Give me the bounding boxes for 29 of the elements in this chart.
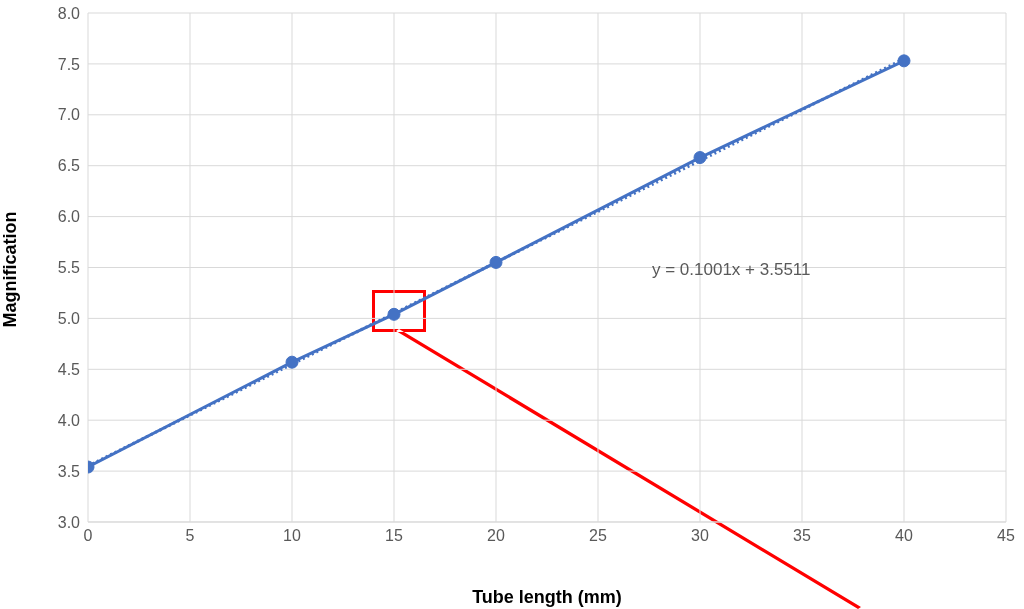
y-tick-label: 3.0: [57, 513, 81, 531]
x-tick-label: 15: [385, 527, 403, 545]
y-tick-label: 7.0: [57, 106, 81, 124]
y-tick-label: 6.5: [57, 157, 81, 175]
y-tick-label: 6.0: [57, 208, 81, 226]
y-tick-label: 4.0: [57, 411, 81, 429]
y-tick-label: 4.5: [57, 360, 81, 378]
y-tick-label: 3.5: [57, 462, 81, 480]
y-tick-label: 5.0: [57, 310, 81, 328]
x-tick-label: 40: [895, 527, 913, 545]
x-tick-label: 5: [185, 527, 195, 545]
point: [285, 355, 299, 369]
x-tick-label: 20: [487, 527, 505, 545]
y-tick-label: 5.5: [57, 259, 81, 277]
x-tick-label: 25: [589, 527, 607, 545]
x-tick-label: 45: [997, 527, 1015, 545]
annotation: y = 0.1001x + 3.5511: [652, 260, 811, 280]
y-tick-label: 8.0: [57, 4, 81, 22]
point: [693, 151, 707, 165]
x-axis-title: Tube length (mm): [472, 587, 622, 607]
point: [489, 255, 503, 269]
point: [387, 307, 401, 321]
point: [897, 54, 911, 68]
x-tick-label: 35: [793, 527, 811, 545]
x-tick-label: 30: [691, 527, 709, 545]
y-axis-title: Magnification: [0, 211, 21, 328]
x-tick-label: 0: [83, 527, 93, 545]
x-tick-label: 10: [283, 527, 301, 545]
y-tick-label: 7.5: [57, 55, 81, 73]
